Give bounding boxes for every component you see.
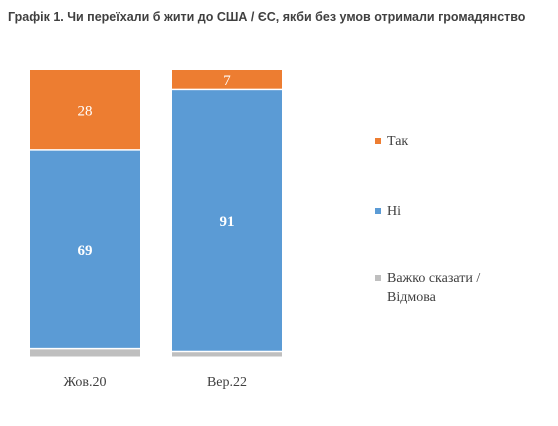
category-label-0: Жов.20 — [64, 375, 107, 390]
bar-segment-unsure-1 — [172, 352, 282, 357]
legend-item-yes: Так — [375, 132, 527, 151]
bar-segment-no-0 — [30, 150, 140, 348]
data-label-yes-1: 7 — [223, 73, 231, 89]
chart-title: Графік 1. Чи переїхали б жити до США / Є… — [8, 10, 526, 24]
bar-segment-no-1 — [172, 90, 282, 351]
data-label-no-1: 91 — [220, 214, 235, 230]
bar-segment-unsure-0 — [30, 349, 140, 357]
legend-item-no: Ні — [375, 202, 527, 221]
legend-label-yes: Так — [387, 134, 409, 149]
bar-segment-yes-0 — [30, 70, 140, 150]
bars-group — [30, 70, 282, 357]
category-label-1: Вер.22 — [207, 375, 247, 390]
labels-group: 69 28 Жов.20 91 7 Вер.22 — [64, 73, 248, 390]
legend-label-no: Ні — [387, 204, 401, 219]
legend-label-unsure: Важко сказати / Відмова — [387, 271, 481, 305]
legend-item-unsure: Важко сказати / Відмова — [375, 269, 527, 307]
data-label-yes-0: 28 — [78, 103, 93, 119]
data-label-no-0: 69 — [78, 243, 93, 259]
legend-swatch-no — [375, 208, 381, 214]
legend-swatch-unsure — [375, 275, 381, 281]
legend-swatch-yes — [375, 138, 381, 144]
bar-segment-yes-1 — [172, 70, 282, 89]
